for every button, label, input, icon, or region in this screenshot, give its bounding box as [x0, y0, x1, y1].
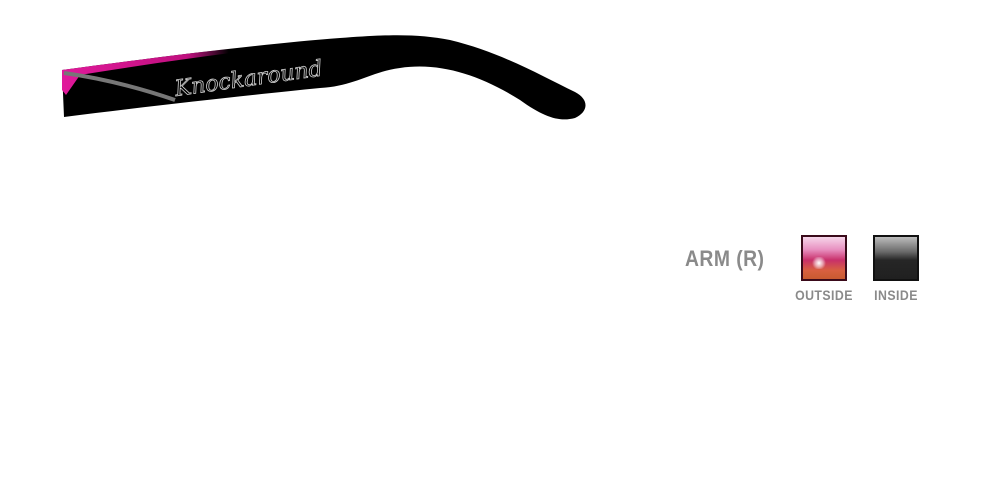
arm-shape: [62, 35, 586, 120]
arm-pink-edge: [62, 38, 340, 95]
swatch-outside[interactable]: [801, 235, 847, 281]
caption-inside: INSIDE: [874, 287, 918, 303]
sunglasses-arm-preview: Knockaround: [62, 35, 586, 120]
caption-outside: OUTSIDE: [795, 287, 853, 303]
part-label: ARM (R): [685, 246, 765, 271]
swatch-inside[interactable]: [873, 235, 919, 281]
arm-hinge-highlight: [63, 71, 176, 102]
